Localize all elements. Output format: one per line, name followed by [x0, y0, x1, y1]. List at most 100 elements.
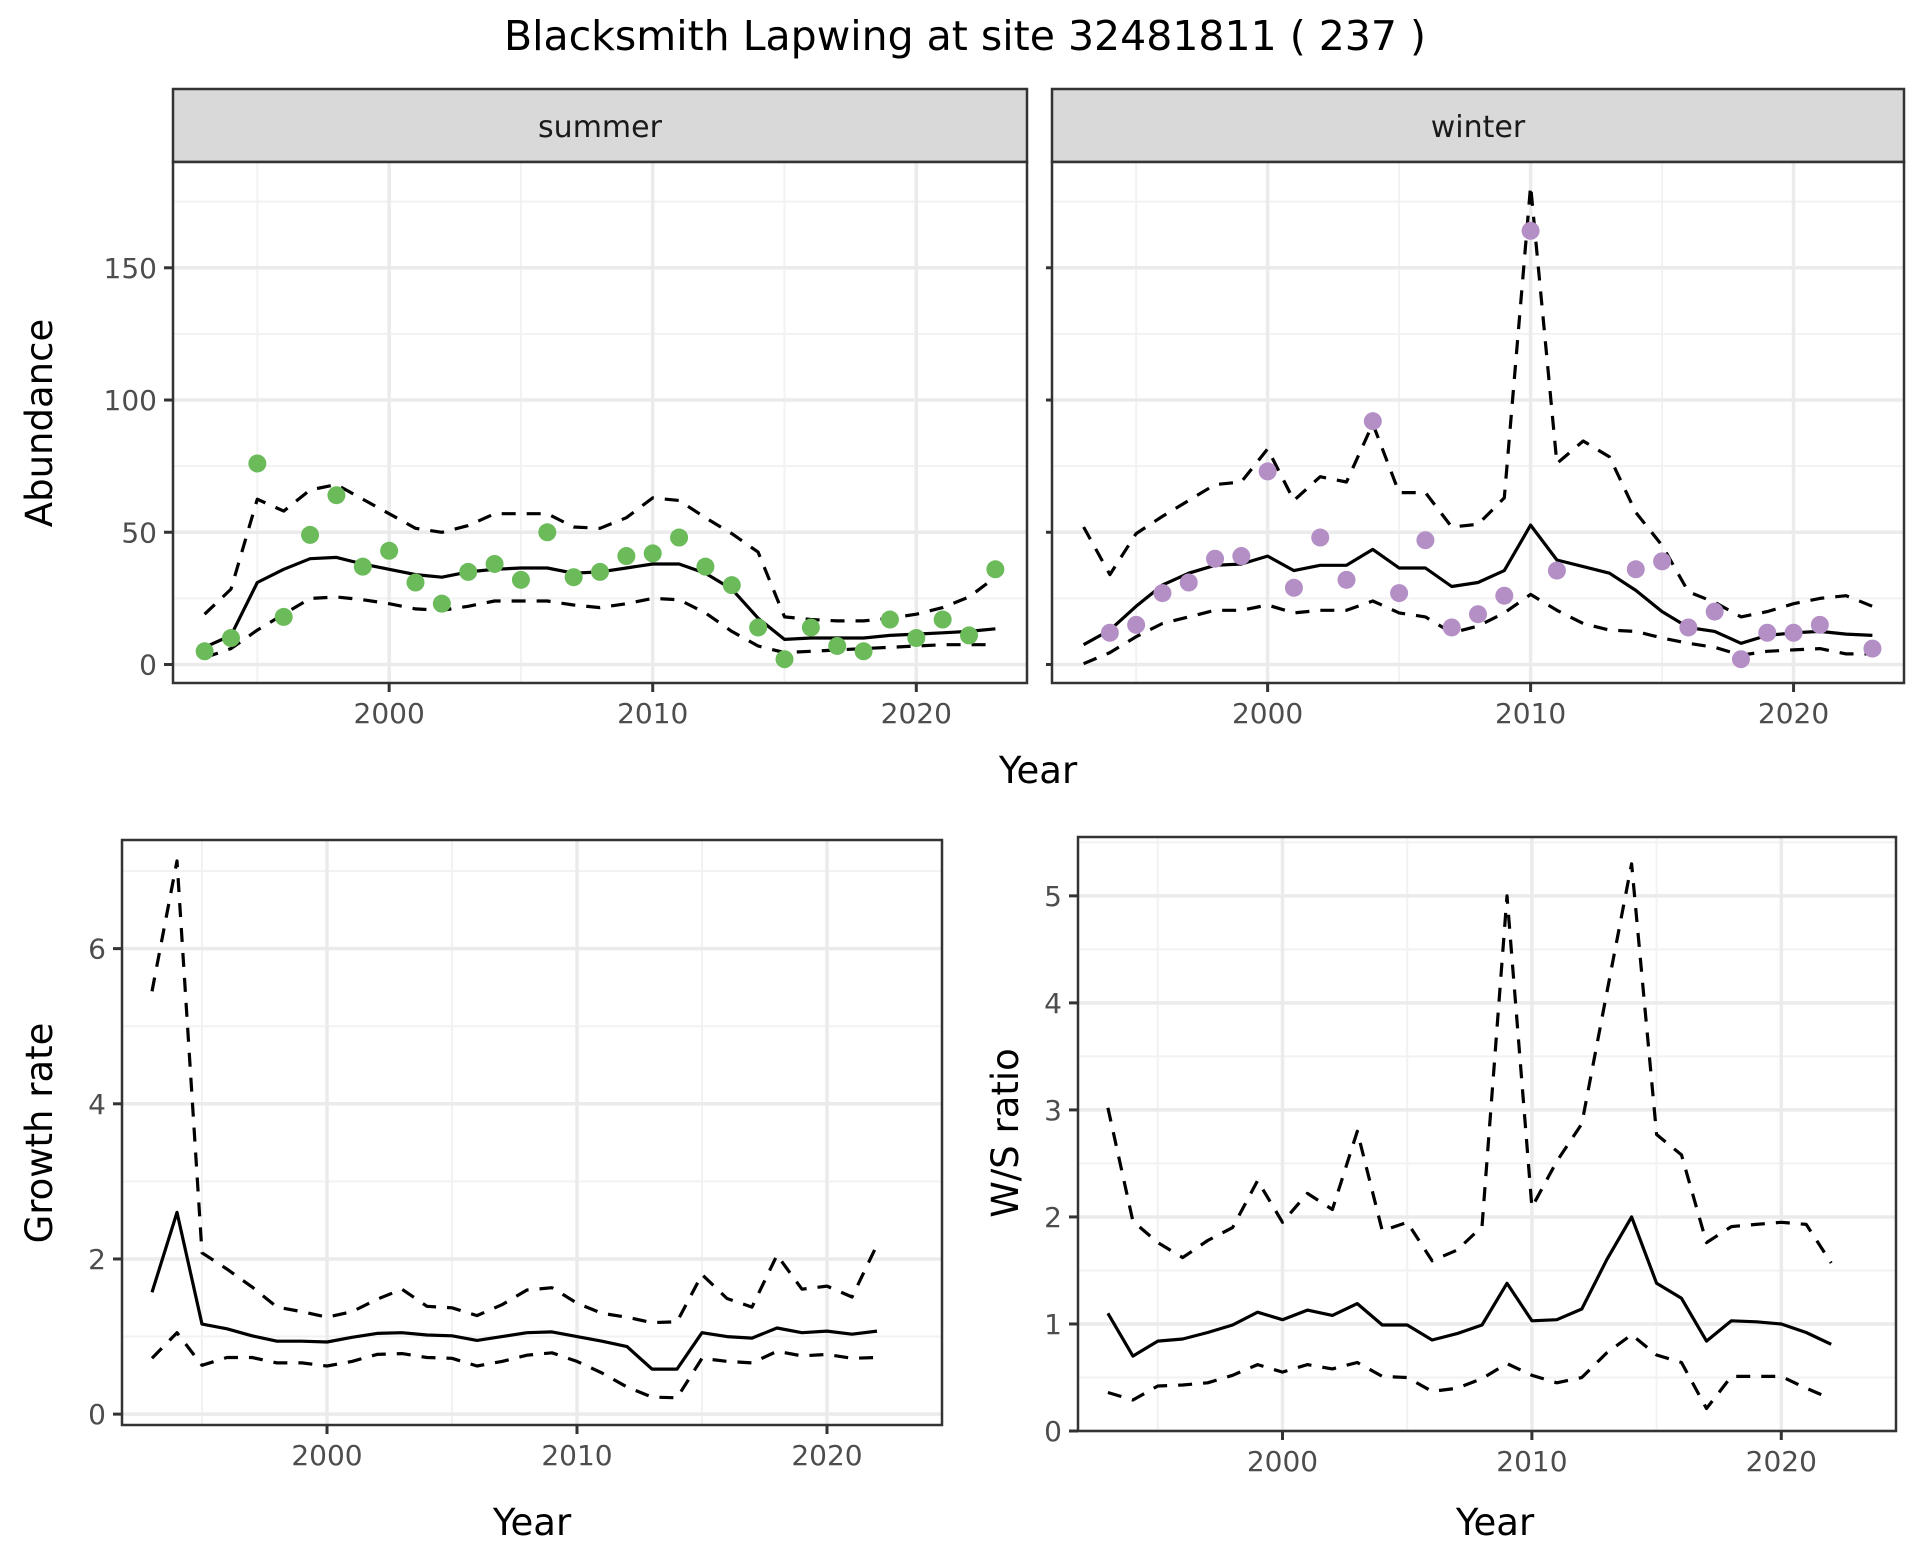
data-point — [801, 618, 820, 637]
ratio-x-axis-title: Year — [1455, 1501, 1535, 1544]
data-point — [617, 547, 636, 566]
data-point — [1337, 570, 1356, 589]
plot-background — [173, 162, 1027, 683]
data-point — [353, 557, 372, 576]
y-axis: 0 1 2 3 4 5 — [1044, 880, 1078, 1448]
gridlines — [122, 840, 942, 1425]
y-axis: 0 50 100 150 — [104, 252, 173, 681]
plot-background — [1052, 162, 1904, 683]
data-point — [1442, 618, 1461, 637]
y-tick-label: 3 — [1044, 1094, 1062, 1127]
data-point — [1521, 221, 1540, 240]
panel-border — [171, 160, 1029, 685]
data-point — [459, 562, 478, 581]
data-point — [1232, 547, 1251, 566]
x-tick-label: 2000 — [1232, 697, 1303, 730]
observed-points — [195, 454, 1005, 669]
data-point — [1469, 605, 1487, 624]
data-point — [248, 454, 267, 473]
data-point — [986, 560, 1005, 579]
y-tick-label: 50 — [121, 516, 157, 549]
data-point — [1547, 561, 1566, 580]
plot-background — [1078, 837, 1896, 1431]
data-point — [1784, 623, 1803, 642]
plot-background — [122, 840, 942, 1425]
data-point — [1626, 560, 1645, 579]
data-point — [1153, 584, 1172, 603]
y-tick-label: 5 — [1044, 880, 1062, 913]
panel-winter: 2000 2010 2020 — [1046, 160, 1906, 730]
x-tick-label: 2000 — [291, 1439, 362, 1472]
data-point — [1179, 573, 1198, 592]
strip-label-summer: summer — [538, 110, 663, 145]
data-point — [1100, 623, 1119, 642]
x-axis: 2000 2010 2020 — [291, 1425, 863, 1472]
top-y-axis-title: Abundance — [18, 319, 61, 527]
data-point — [1127, 615, 1146, 634]
panel-summer: 2000 2010 2020 0 50 100 150 — [104, 160, 1029, 730]
gridlines — [1052, 162, 1904, 683]
x-tick-label: 2010 — [1495, 697, 1566, 730]
data-point — [591, 562, 609, 581]
data-point — [1863, 639, 1882, 658]
data-point — [327, 486, 346, 505]
y-tick-label: 2 — [88, 1243, 106, 1276]
data-point — [722, 576, 741, 595]
y-tick-label: 4 — [1044, 987, 1062, 1020]
data-point — [538, 523, 557, 542]
y-tick-label: 4 — [88, 1088, 106, 1121]
data-point — [406, 573, 425, 592]
growth-x-axis-title: Year — [492, 1501, 572, 1544]
data-point — [380, 541, 399, 560]
data-point — [854, 642, 873, 661]
panel-border — [120, 838, 944, 1427]
data-point — [643, 544, 662, 563]
data-point — [933, 610, 952, 629]
data-point — [1416, 531, 1435, 550]
data-point — [1311, 528, 1330, 547]
x-tick-label: 2010 — [541, 1439, 612, 1472]
data-point — [274, 607, 293, 626]
x-tick-label: 2000 — [354, 697, 425, 730]
y-tick-label: 0 — [88, 1398, 106, 1431]
data-point — [564, 568, 583, 587]
x-tick-label: 2020 — [1758, 697, 1829, 730]
data-point — [195, 642, 214, 661]
data-point — [1284, 578, 1303, 597]
panel-border — [1050, 160, 1906, 685]
data-point — [1390, 584, 1409, 603]
y-tick-label: 0 — [1044, 1415, 1062, 1448]
mean-line — [1106, 1215, 1832, 1358]
data-point — [301, 525, 320, 544]
x-axis: 2000 2010 2020 — [354, 683, 952, 730]
x-tick-label: 2010 — [1496, 1445, 1567, 1478]
chart-title: Blacksmith Lapwing at site 32481811 ( 23… — [504, 12, 1426, 60]
y-axis: 0 2 4 6 — [88, 933, 122, 1431]
x-axis: 2000 2010 2020 — [1232, 683, 1829, 730]
data-point — [1653, 552, 1672, 571]
data-point — [960, 626, 979, 645]
x-tick-label: 2020 — [881, 697, 952, 730]
ratio-y-axis-title: W/S ratio — [984, 1048, 1027, 1218]
data-point — [485, 554, 504, 573]
x-tick-label: 2020 — [791, 1439, 862, 1472]
data-point — [511, 570, 530, 589]
data-point — [670, 528, 689, 547]
data-point — [828, 636, 847, 655]
data-point — [696, 557, 715, 576]
upper-ci-line — [1106, 862, 1833, 1264]
data-point — [1258, 462, 1277, 481]
data-point — [1810, 615, 1829, 634]
x-tick-label: 2000 — [1247, 1445, 1318, 1478]
y-tick-label: 100 — [104, 384, 157, 417]
observed-points — [1100, 221, 1882, 669]
strip-label-winter: winter — [1431, 110, 1526, 145]
panel-growth-rate: 2000 2010 2020 0 2 4 6 — [88, 838, 944, 1472]
x-tick-label: 2010 — [617, 697, 688, 730]
data-point — [749, 618, 768, 637]
upper-ci-line — [203, 483, 997, 623]
top-x-axis-title: Year — [998, 749, 1078, 792]
y-tick-label: 150 — [104, 252, 157, 285]
data-point — [1363, 412, 1382, 431]
